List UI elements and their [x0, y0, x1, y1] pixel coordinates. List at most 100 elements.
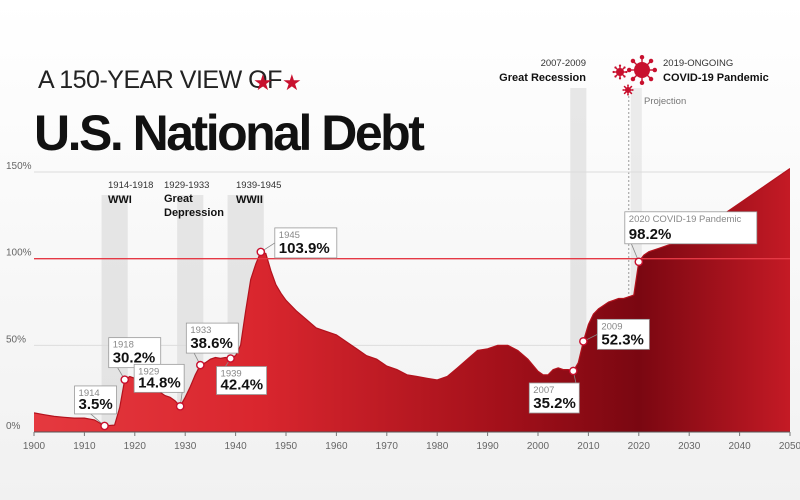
annotation-marker [579, 337, 588, 346]
virus-body [625, 87, 631, 93]
annotation-value: 98.2% [629, 226, 672, 243]
annotations: 19143.5%191830.2%192914.8%193338.6%19394… [74, 211, 758, 431]
virus-body [634, 62, 650, 78]
x-tick-label: 2010 [577, 441, 600, 452]
annotation-year: 2007 [533, 385, 554, 396]
virus-icon [626, 54, 658, 86]
virus-spike-tip [623, 85, 626, 88]
annotation-year: 1918 [113, 340, 134, 351]
annotation-marker [568, 366, 578, 376]
annotation-marker [120, 375, 130, 384]
virus-spike-tip [639, 54, 645, 60]
era-years-label: 2019-ONGOING [663, 58, 733, 69]
era-name-label: Great Recession [499, 72, 586, 84]
virus-spike-tip [630, 85, 633, 88]
annotation-box [133, 363, 185, 393]
era-years-label: 1939-1945 [236, 180, 281, 191]
annotation-value: 42.4% [221, 377, 264, 394]
axes: 1900 1910 1920 1930 1940 1950 1960 1970 1980 1990… [6, 161, 800, 452]
x-tick-label: 2020 [628, 441, 651, 452]
annotation-marker [100, 421, 109, 431]
annotation-box [624, 211, 758, 245]
y-tick-label: 50% [6, 334, 26, 345]
virus-spike-tip [631, 89, 634, 91]
era-labels: 1914-1918 WWI 1929-1933 Great Depression 1939… [108, 54, 769, 219]
virus-spike-tip [618, 64, 622, 67]
annotation-value: 38.6% [190, 335, 233, 352]
title-line2: U.S. National Debt [34, 105, 425, 161]
annotation-box [596, 318, 650, 350]
virus-spike-tip [630, 58, 636, 64]
x-tick-label: 1910 [73, 441, 96, 452]
annotation-marker [634, 257, 644, 267]
era-years-label: 2007-2009 [541, 58, 586, 69]
annotation-value: 30.2% [113, 350, 156, 367]
title: A 150-YEAR VIEW OF ★ ★ U.S. National Deb… [34, 66, 428, 161]
virus-spike-tip [627, 84, 629, 87]
annotation-year: 2009 [601, 321, 622, 332]
x-tick-label: 1930 [174, 441, 197, 452]
x-tick-label: 2050 [779, 441, 800, 452]
era-years-label: 1929-1933 [164, 180, 209, 191]
star-icon: ★ [282, 71, 302, 96]
annotation-year: 1933 [190, 325, 211, 336]
annotation-marker [175, 402, 185, 411]
x-tick-label: 1920 [124, 441, 147, 452]
virus-spike-tip [623, 66, 626, 69]
annotation-marker [196, 360, 205, 370]
annotation-box [274, 227, 338, 259]
virus-spike-tip [639, 80, 645, 86]
virus-spike-tip [612, 70, 615, 74]
x-tick-label: 1950 [275, 441, 298, 452]
annotation-year: 1939 [221, 369, 242, 380]
era-name-label: Great [164, 193, 193, 205]
annotation-box [74, 385, 117, 415]
virus-spike-tip [626, 67, 632, 73]
virus-spike-tip [625, 70, 628, 74]
virus-spike-tip [630, 76, 636, 82]
era-name-label: COVID-19 Pandemic [663, 72, 769, 84]
era-name-label: WWI [108, 194, 132, 206]
virus-spike-tip [614, 66, 617, 69]
y-tick-label: 100% [6, 248, 32, 259]
x-tick-label: 1960 [325, 441, 348, 452]
virus-spike-tip [648, 76, 654, 82]
x-tick-label: 2030 [678, 441, 701, 452]
annotation-year: 2020 COVID-19 Pandemic [629, 214, 742, 225]
x-tick-label: 1980 [426, 441, 449, 452]
annotation-year: 1914 [79, 388, 100, 399]
annotation-marker [256, 247, 266, 257]
virus-spike-tip [627, 93, 629, 96]
virus-spike-tip [614, 75, 617, 78]
annotation-box [216, 366, 267, 395]
annotation-marker [226, 354, 235, 363]
x-tick-label: 1970 [376, 441, 399, 452]
y-tick-label: 150% [6, 161, 32, 172]
star-icon: ★ [253, 71, 273, 96]
x-tick-label: 2000 [527, 441, 550, 452]
virus-spike-tip [618, 77, 622, 80]
projection-label: Projection [644, 96, 686, 107]
virus-spike-tip [622, 89, 625, 91]
annotation-year: 1945 [279, 230, 300, 241]
virus-icon [622, 84, 634, 96]
era-name-label: Depression [164, 207, 224, 219]
annotation-value: 103.9% [279, 240, 330, 257]
x-tick-label: 1940 [224, 441, 247, 452]
annotation-value: 14.8% [138, 374, 181, 391]
annotation-year: 1929 [138, 366, 159, 377]
x-tick-label: 1990 [476, 441, 499, 452]
virus-spike-tip [630, 92, 633, 95]
era-name-label: WWII [236, 194, 263, 206]
annotation-value: 35.2% [533, 395, 576, 412]
virus-spike-tip [648, 58, 654, 64]
